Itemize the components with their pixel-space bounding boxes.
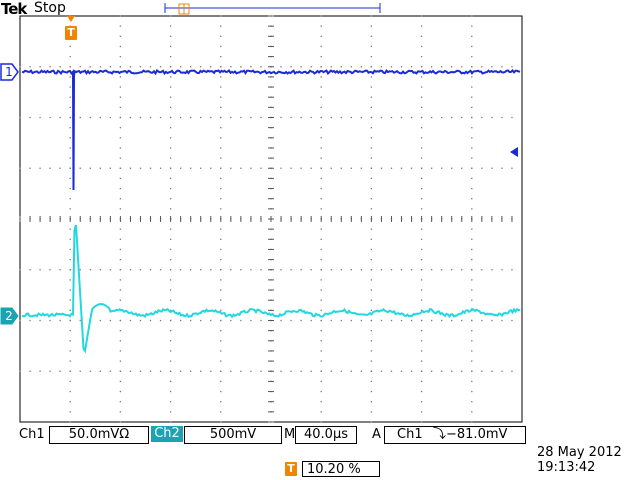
ch2-scale-readout[interactable]: 500mV [184,426,282,444]
trigger-position-arrow [67,16,75,22]
ch1-trace [21,68,521,191]
ch1-marker-label: 1 [5,65,13,79]
horizontal-position-readout[interactable]: 10.20 % [302,461,380,477]
ch2-ground-marker[interactable] [0,307,19,325]
trigger-source: Ch1 [397,427,423,442]
trigger-slope-level: ⤵−81.0mV [433,427,508,442]
trigger-mode: A [372,427,381,442]
ch2-marker-label: 2 [5,309,13,323]
trigger-readout[interactable]: Ch1 ⤵−81.0mV [384,426,526,444]
time-readout: 19:13:42 [537,460,596,475]
timebase-readout[interactable]: 40.0µs [295,426,357,444]
brand-logo: Tek [1,0,27,18]
ch2-label[interactable]: Ch2 [151,426,183,442]
record-view-bar [164,3,381,15]
date-readout: 28 May 2012 [537,445,622,460]
ch1-ground-marker[interactable] [0,63,19,81]
trigger-marker-icon: T [65,26,77,40]
acquisition-state: Stop [34,0,66,16]
graticule-grid [19,15,513,423]
ch1-scale-readout[interactable]: 50.0mVΩ [49,426,149,444]
trigger-level-arrow[interactable] [510,147,518,157]
ch1-label[interactable]: Ch1 [19,427,45,442]
ch2-trace [21,224,521,354]
timebase-label: M [284,427,296,442]
horizontal-position-icon: T [285,462,297,476]
